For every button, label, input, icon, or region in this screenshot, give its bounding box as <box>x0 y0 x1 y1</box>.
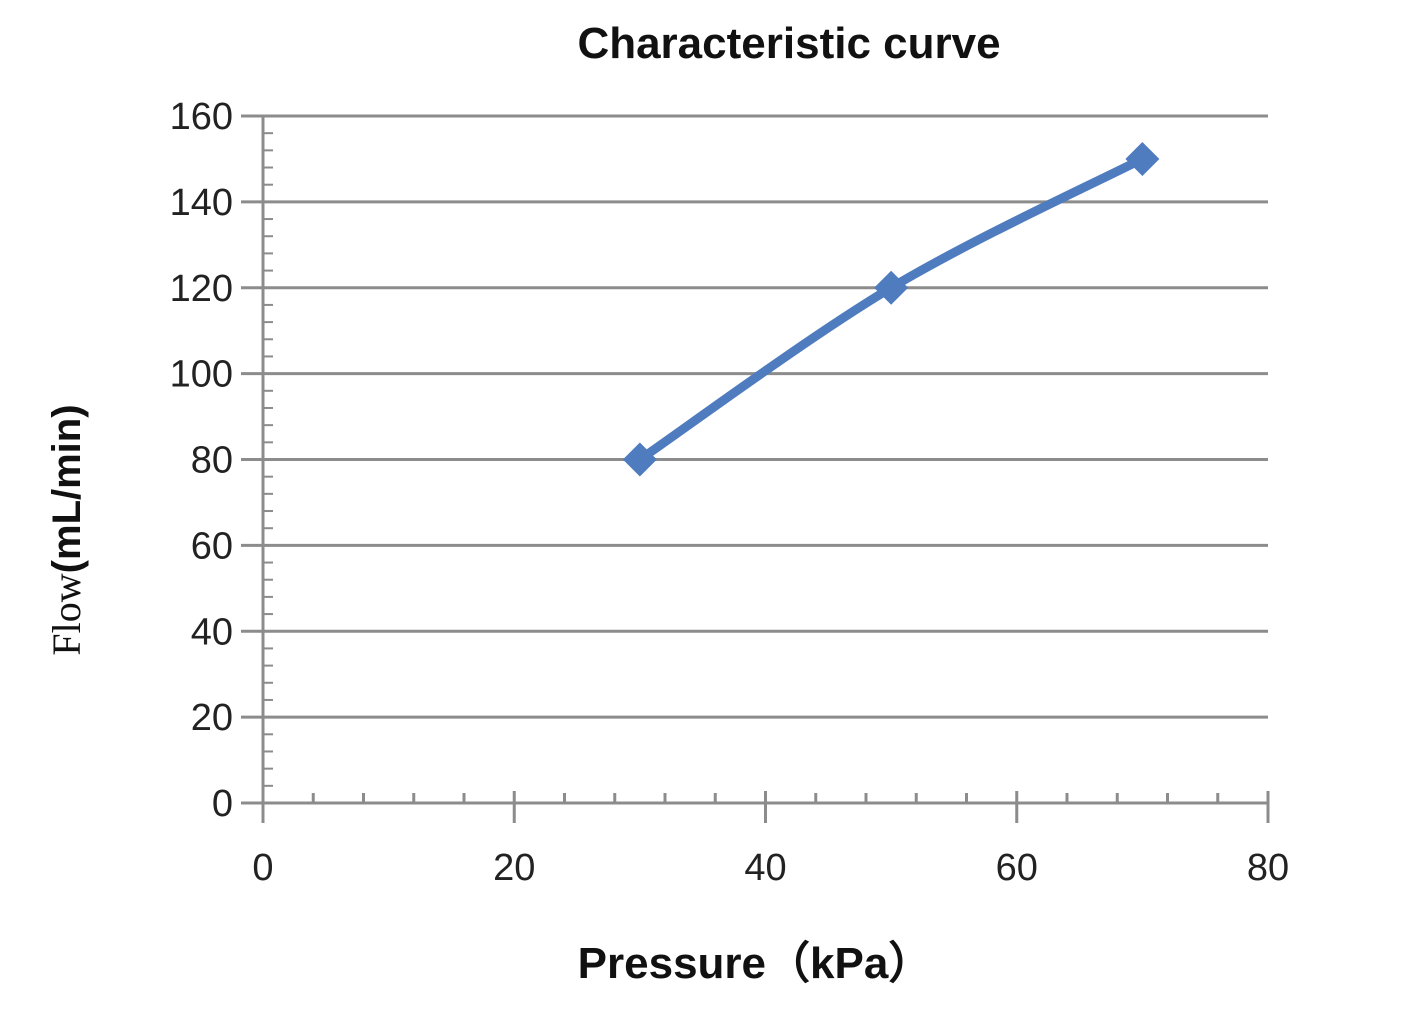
y-axis-label-quantity: Flow <box>44 573 89 655</box>
data-point-marker <box>874 270 909 305</box>
x-tick-label: 80 <box>1247 847 1289 889</box>
y-tick-labels: 0 20 40 60 80 100 120 140 160 <box>170 96 233 825</box>
y-tick-label: 60 <box>191 525 233 567</box>
x-tick-labels: 0 20 40 60 80 <box>252 847 1289 889</box>
y-tick-label: 20 <box>191 697 233 739</box>
data-point-marker <box>622 442 657 477</box>
series-layer <box>622 141 1160 477</box>
y-tick-label: 120 <box>170 268 233 310</box>
y-axis-label: Flow(mL/min) <box>44 404 89 655</box>
x-tick-label: 0 <box>252 847 273 889</box>
y-tick-label: 100 <box>170 354 233 396</box>
chart-title: Characteristic curve <box>577 19 1000 68</box>
axes <box>241 114 1270 823</box>
y-tick-label: 160 <box>170 96 233 138</box>
data-point-marker <box>1125 141 1160 176</box>
x-tick-label: 60 <box>996 847 1038 889</box>
y-tick-label: 80 <box>191 440 233 482</box>
y-tick-label: 140 <box>170 182 233 224</box>
series-line <box>635 154 1147 464</box>
y-tick-label: 0 <box>212 783 233 825</box>
gridlines <box>263 114 1268 719</box>
y-tick-label: 40 <box>191 611 233 653</box>
x-axis-label: Pressure（kPa） <box>578 939 933 988</box>
x-tick-label: 40 <box>744 847 786 889</box>
y-axis-label-unit: (mL/min) <box>45 404 89 573</box>
x-tick-label: 20 <box>493 847 535 889</box>
